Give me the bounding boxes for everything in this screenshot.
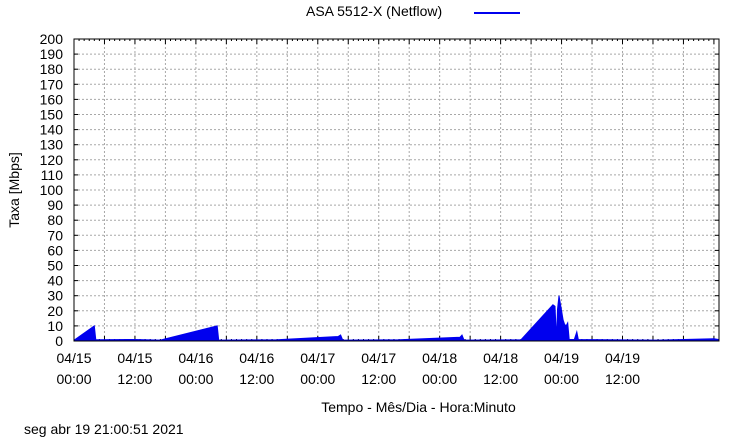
x-tick-label: 00:00 — [56, 371, 91, 387]
x-tick-label: 12:00 — [605, 371, 640, 387]
x-tick-label: 04/18 — [483, 350, 518, 366]
x-tick-label: 00:00 — [544, 371, 579, 387]
x-tick-label: 04/17 — [361, 350, 396, 366]
x-tick-label: 00:00 — [178, 371, 213, 387]
x-axis-label: Tempo - Mês/Dia - Hora:Minuto — [321, 399, 516, 415]
y-tick-label: 80 — [47, 212, 63, 228]
x-tick-label: 04/17 — [300, 350, 335, 366]
y-tick-label: 40 — [47, 273, 63, 289]
legend-swatch — [474, 12, 520, 14]
timestamp: seg abr 19 21:00:51 2021 — [24, 421, 184, 437]
x-tick-label: 04/18 — [422, 350, 457, 366]
y-tick-label: 50 — [47, 258, 63, 274]
y-tick-label: 30 — [47, 288, 63, 304]
x-tick-label: 04/15 — [56, 350, 91, 366]
y-tick-label: 70 — [47, 227, 63, 243]
y-tick-label: 100 — [40, 182, 64, 198]
x-tick-label: 04/19 — [544, 350, 579, 366]
x-tick-label: 00:00 — [300, 371, 335, 387]
y-tick-label: 60 — [47, 242, 63, 258]
y-tick-label: 160 — [40, 91, 64, 107]
x-tick-label: 04/16 — [178, 350, 213, 366]
y-tick-label: 140 — [40, 122, 64, 138]
series-area — [73, 295, 720, 342]
y-tick-label: 110 — [41, 167, 64, 183]
x-tick-label: 12:00 — [117, 371, 152, 387]
x-tick-label: 12:00 — [361, 371, 396, 387]
x-tick-label: 04/19 — [605, 350, 640, 366]
x-tick-label: 00:00 — [422, 371, 457, 387]
y-tick-label: 150 — [40, 107, 64, 123]
y-tick-label: 120 — [40, 152, 64, 168]
x-tick-label: 12:00 — [239, 371, 274, 387]
y-tick-label: 20 — [47, 303, 63, 319]
y-tick-label: 180 — [40, 61, 64, 77]
x-tick-label: 12:00 — [483, 371, 518, 387]
chart-title: ASA 5512-X (Netflow) — [306, 3, 443, 19]
y-axis-label: Taxa [Mbps] — [6, 152, 22, 227]
y-tick-label: 200 — [40, 31, 64, 47]
y-tick-label: 170 — [40, 76, 64, 92]
x-tick-label: 04/15 — [117, 350, 152, 366]
y-tick-label: 130 — [40, 137, 64, 153]
y-tick-label: 90 — [47, 197, 63, 213]
y-tick-label: 10 — [47, 318, 63, 334]
x-tick-label: 04/16 — [239, 350, 274, 366]
plot-frame — [73, 38, 720, 342]
y-tick-label: 0 — [55, 333, 63, 349]
y-tick-label: 190 — [40, 46, 64, 62]
